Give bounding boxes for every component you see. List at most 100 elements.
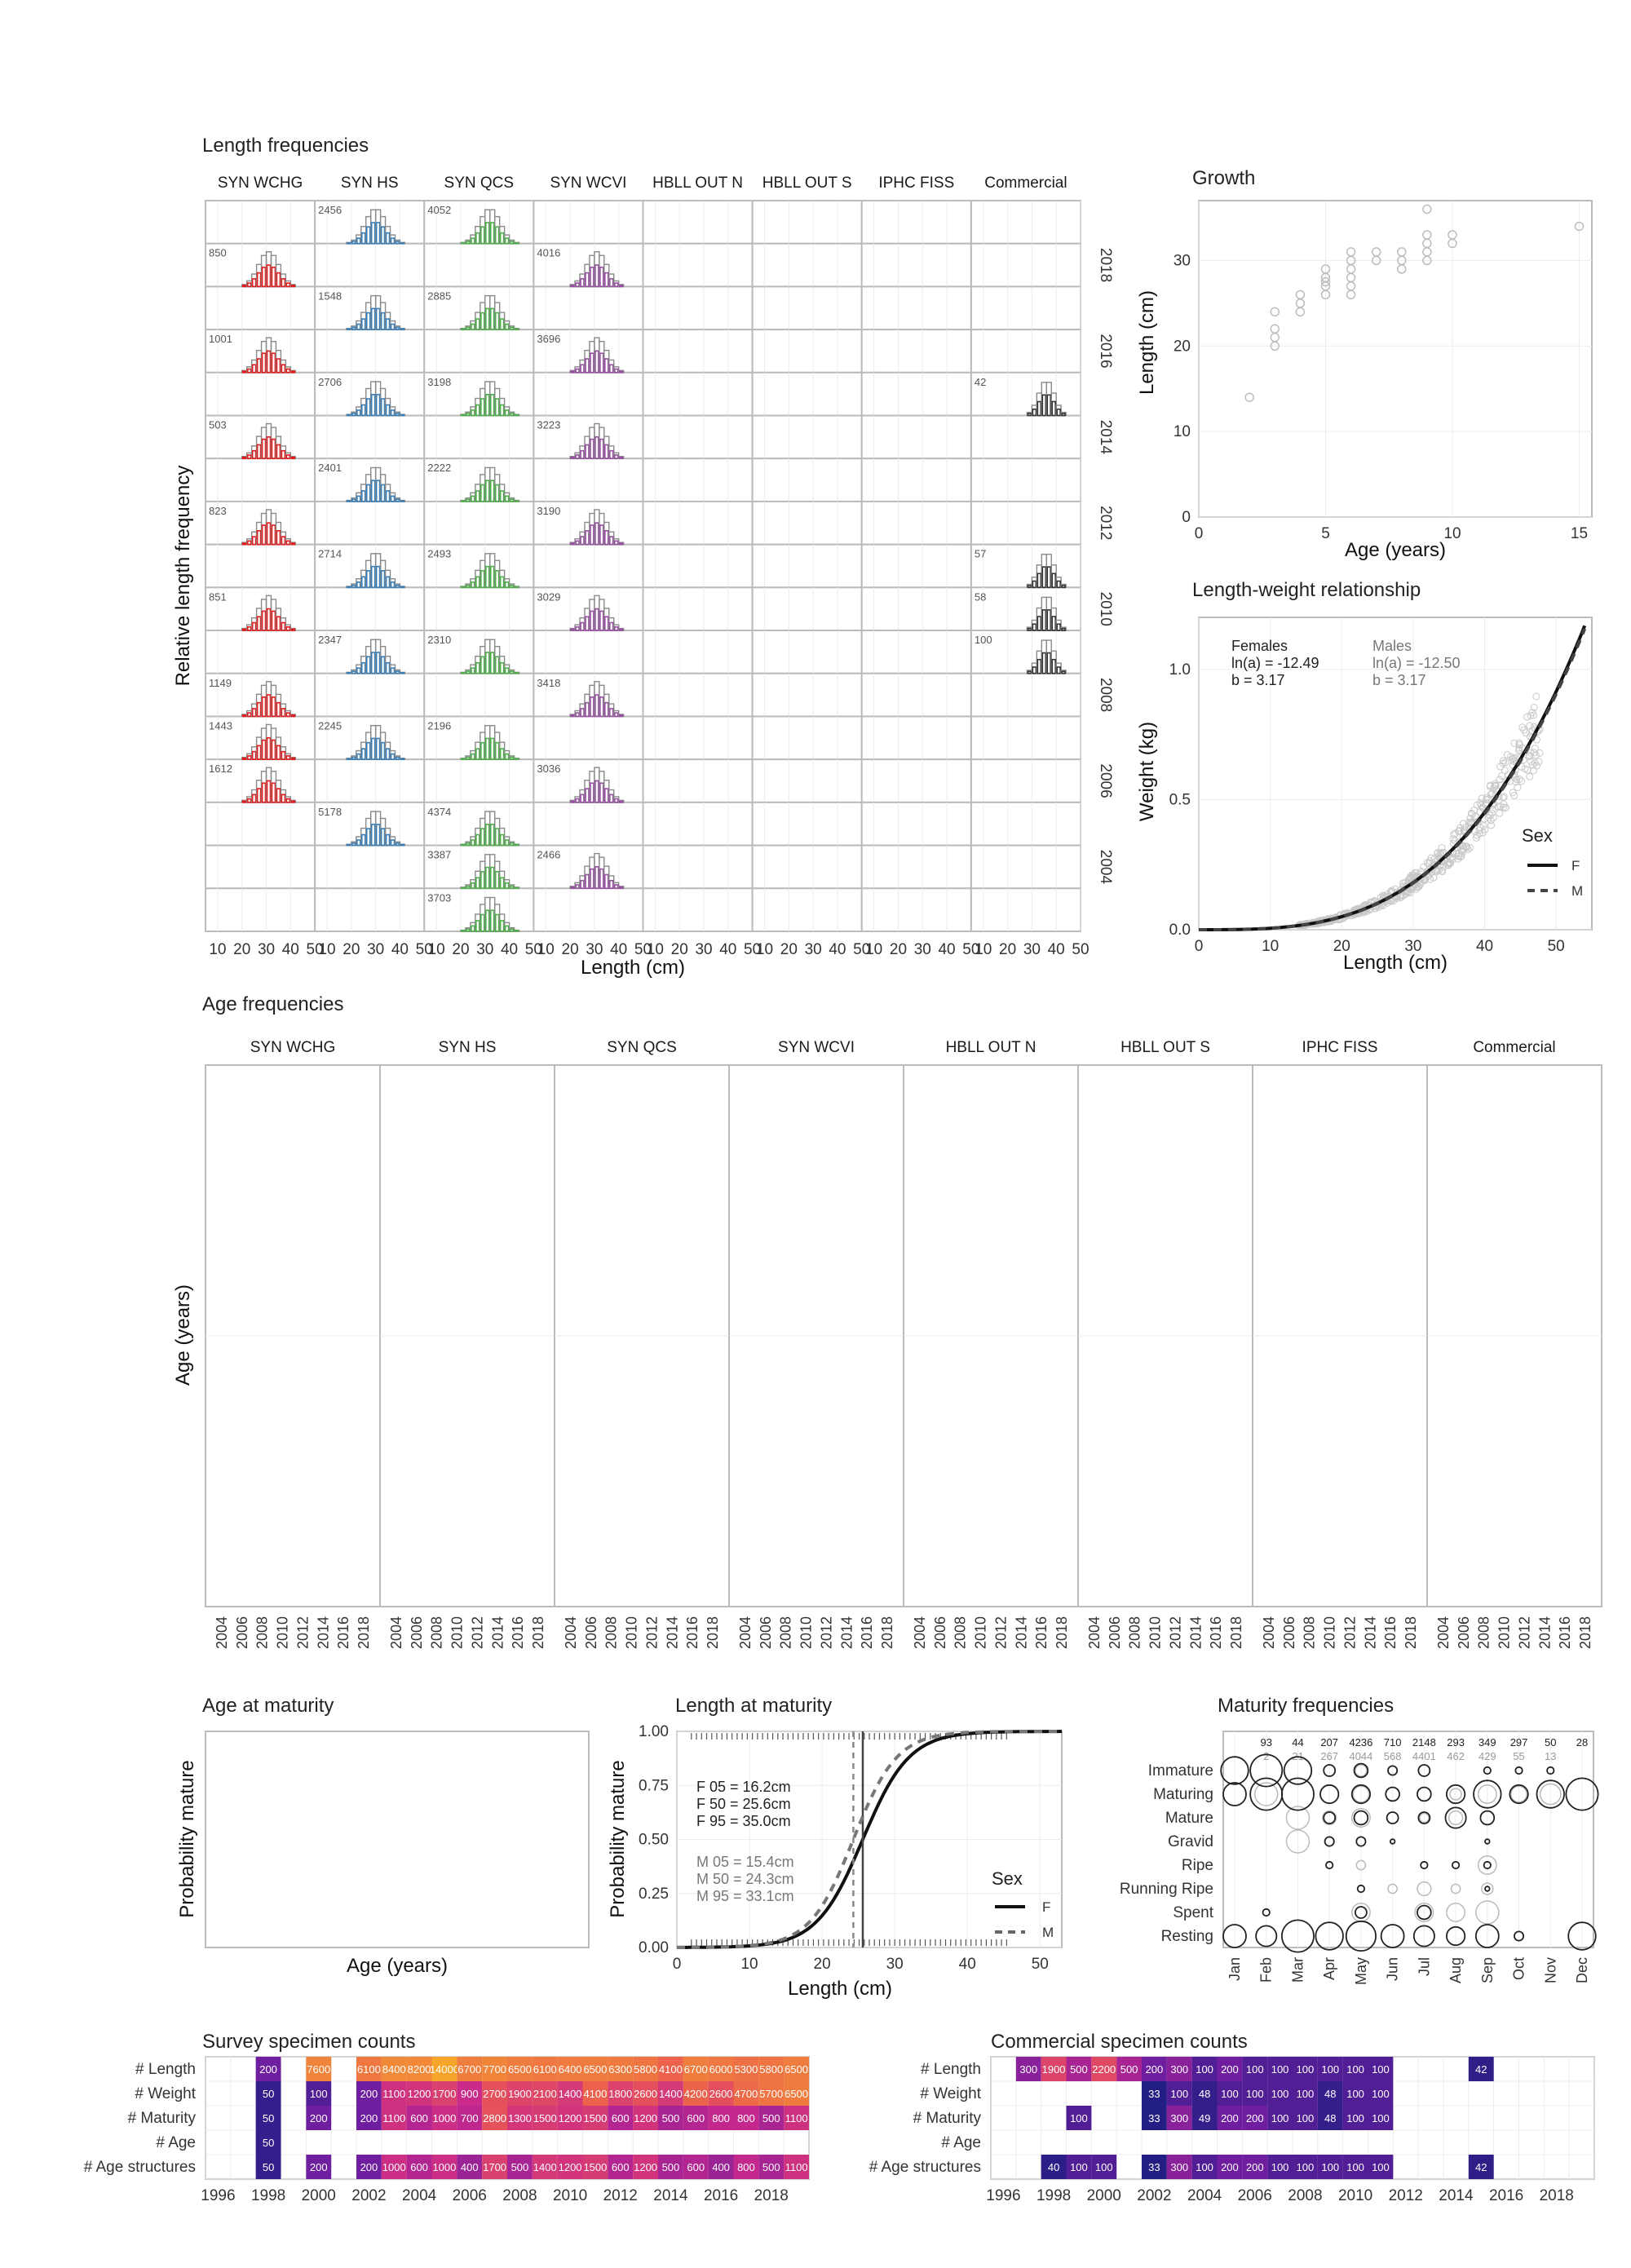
heat-value: 900 — [461, 2088, 479, 2100]
stage-label: Spent — [1173, 1904, 1213, 1921]
heat-cell — [758, 2081, 785, 2106]
heat-value: 500 — [1120, 2063, 1138, 2076]
facet-cell — [970, 414, 1081, 460]
facet-cell — [751, 458, 863, 502]
hist-bar-sex — [266, 608, 272, 631]
heat-value: 1400 — [559, 2088, 582, 2100]
x-tick-label: 2014 — [489, 1616, 506, 1649]
lw-legend: Sex F M — [1522, 825, 1583, 899]
heat-value: 100 — [1271, 2063, 1289, 2076]
age-maturity-xlabel: Age (years) — [347, 1955, 448, 1977]
hist-bar-sex — [390, 753, 396, 760]
hist-bar-sex — [347, 843, 351, 847]
hist-bar-sex — [608, 536, 614, 546]
year-label: 2016 — [1097, 334, 1114, 368]
y-tick-label: 20 — [1174, 338, 1191, 355]
month-label: Jan — [1227, 1957, 1243, 1981]
facet-cell — [642, 630, 754, 674]
lw-anno-females-a: ln(a) = -12.49 — [1231, 655, 1319, 671]
heat-cell — [582, 2155, 608, 2179]
facet-cell — [642, 371, 754, 417]
hist-bar-sex — [471, 323, 475, 330]
hist-bar-sex — [580, 879, 585, 890]
heat-cell — [1468, 2057, 1494, 2081]
heat-value: 6100 — [533, 2063, 557, 2076]
month-label: Mar — [1289, 1957, 1306, 1983]
y-tick-label: 10 — [1174, 423, 1191, 440]
heat-value: 1500 — [583, 2112, 607, 2124]
facet-cell — [860, 329, 972, 374]
facet-cell — [751, 500, 863, 546]
hist-bar-sex — [613, 798, 619, 803]
heat-value: 2100 — [533, 2088, 557, 2100]
heat-cell — [784, 2081, 809, 2106]
row-label: # Maturity — [128, 2110, 197, 2127]
hist-bar-sex — [575, 626, 580, 631]
heat-cell — [1342, 2106, 1368, 2130]
lw-point — [1496, 776, 1504, 784]
growth-plot: 0 5 10 15 0 10 20 30 — [1174, 200, 1593, 542]
hist-bar-sex — [499, 877, 505, 890]
sample-count: 2493 — [427, 548, 451, 560]
hist-bar-sex — [351, 584, 356, 589]
hist-bar-sex — [395, 584, 400, 589]
hist-bar-sex — [256, 358, 262, 374]
hist-bar-sex — [261, 739, 267, 760]
strip-label: SYN WCVI — [778, 1039, 855, 1056]
bubble-f — [1356, 1884, 1366, 1894]
hist-bar-sex — [276, 444, 281, 460]
heat-value: 1100 — [382, 2088, 405, 2100]
hist-bar-sex — [385, 661, 391, 674]
sample-count: 3223 — [537, 419, 560, 431]
hist-bar-sex — [514, 672, 519, 674]
hist-bar-sex — [351, 241, 356, 245]
hist-bar-sex — [246, 626, 252, 631]
hist-bar-sex — [1056, 580, 1061, 589]
hist-bar-sex — [466, 670, 471, 674]
hist-bar-sex — [494, 828, 500, 847]
hist-bar-sex — [390, 323, 396, 330]
lw-anno-males-a: ln(a) = -12.50 — [1372, 655, 1461, 671]
facet-cell — [533, 371, 644, 417]
lw-point — [1509, 755, 1517, 763]
heat-cell — [255, 2155, 281, 2179]
lw-point — [1448, 853, 1456, 861]
heat-cell — [255, 2106, 281, 2130]
hist-bar-sex — [494, 656, 500, 674]
x-tick-label: 2006 — [1238, 2187, 1272, 2204]
heat-value: 200 — [1246, 2112, 1264, 2124]
heat-value: 500 — [511, 2161, 529, 2173]
hist-bar-sex — [514, 843, 519, 847]
facet-cell — [970, 242, 1081, 288]
bubble-f — [1319, 1784, 1340, 1805]
sample-count: 3198 — [427, 376, 451, 388]
heat-cell — [1142, 2081, 1167, 2106]
heat-cell — [784, 2106, 809, 2130]
bubble-m — [1387, 1883, 1398, 1894]
sample-count: 2401 — [318, 462, 342, 474]
hist-bar-sex — [276, 788, 281, 803]
bubble-f — [1536, 1779, 1565, 1809]
sample-count: 1548 — [318, 290, 342, 302]
x-tick-label: 2012 — [992, 1616, 1009, 1649]
strip-label: IPHC FISS — [1302, 1039, 1378, 1056]
hist-bar-sex — [285, 712, 291, 718]
bubble-f — [1444, 1806, 1467, 1829]
hist-bar-sex — [466, 241, 471, 245]
hist-bar-sex — [509, 584, 515, 589]
hist-bar-sex — [604, 272, 609, 288]
hist-bar-sex — [484, 565, 490, 589]
lw-point — [1460, 825, 1468, 833]
x-tick-label: 40 — [719, 941, 736, 958]
lw-point — [1472, 833, 1480, 842]
heat-value: 100 — [1170, 2088, 1188, 2100]
month-label: Aug — [1448, 1957, 1464, 1983]
facet-cell — [751, 887, 863, 932]
hist-bar-sex — [375, 824, 381, 847]
sample-count: 3029 — [537, 590, 560, 603]
lw-point — [1511, 754, 1519, 762]
hist-bar-sex — [499, 232, 505, 245]
heat-value: 2600 — [634, 2088, 657, 2100]
hist-bar-sex — [375, 307, 381, 330]
hist-bar-sex — [480, 741, 485, 760]
